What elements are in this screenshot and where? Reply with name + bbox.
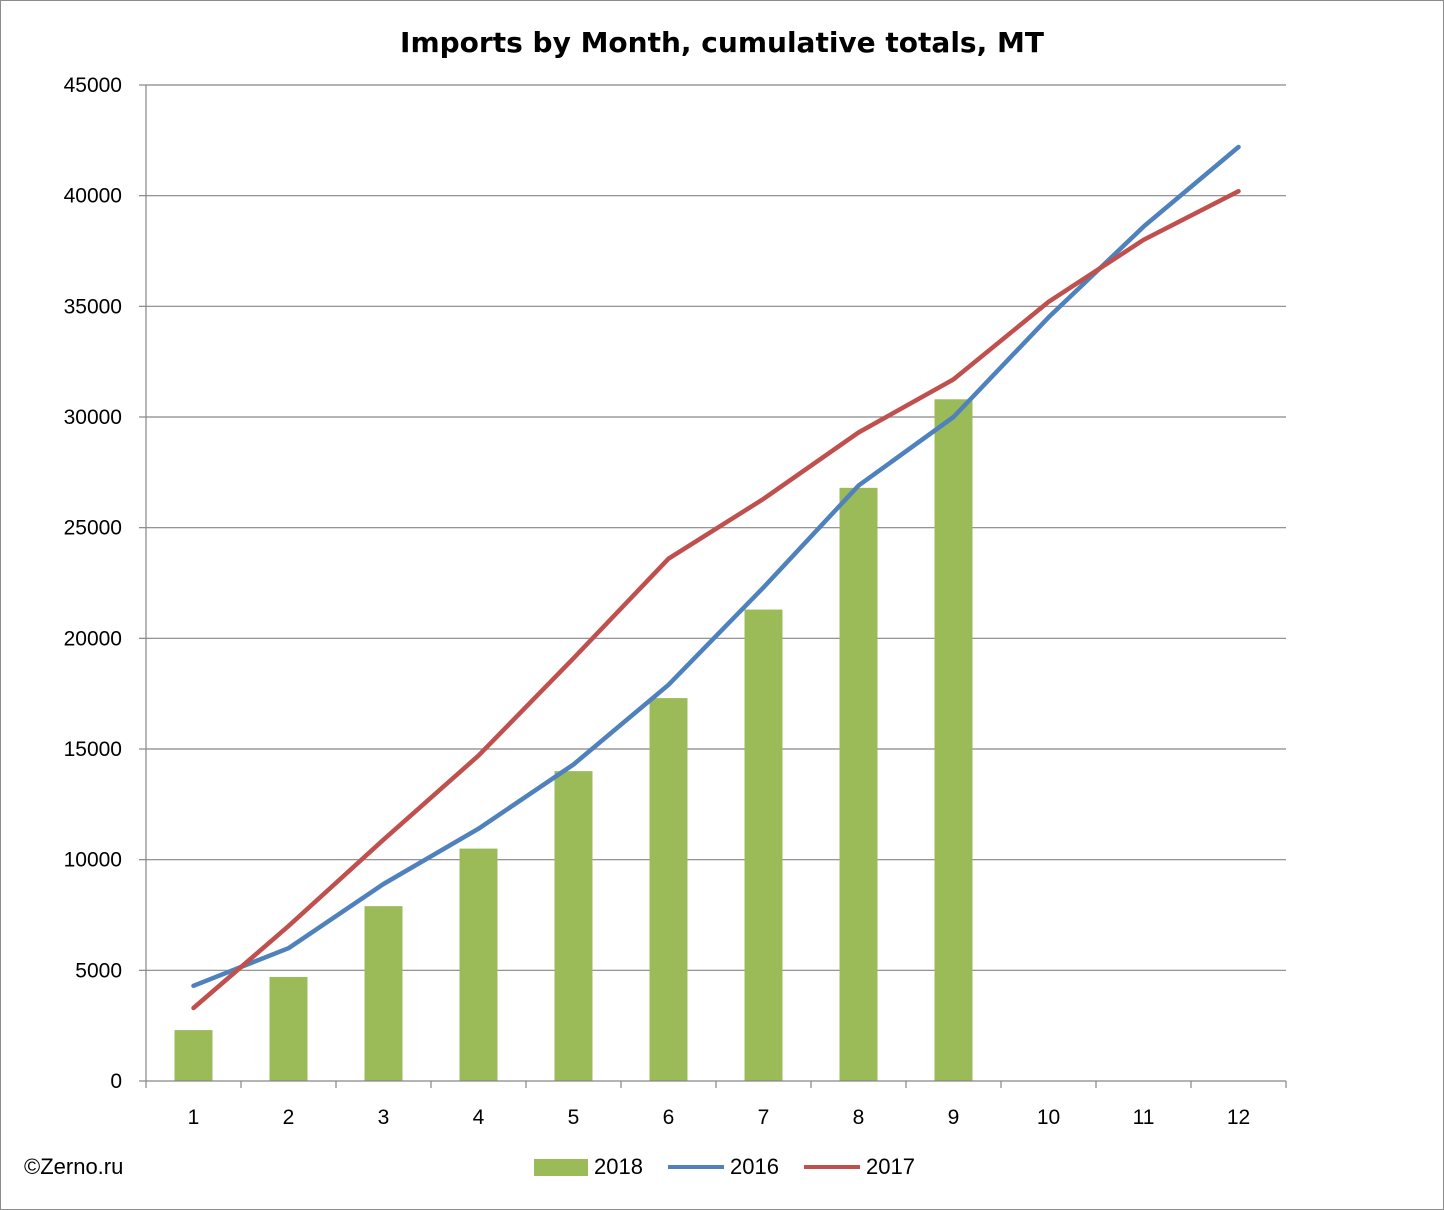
y-tick-label-5000: 5000 — [75, 959, 122, 982]
x-tick-label-9: 9 — [948, 1106, 960, 1129]
y-tick-label-15000: 15000 — [64, 738, 122, 761]
y-tick-label-0: 0 — [110, 1070, 122, 1093]
y-tick-label-20000: 20000 — [64, 627, 122, 650]
x-tick-label-4: 4 — [473, 1106, 485, 1129]
bar-2018-9 — [934, 399, 973, 1081]
axes: 0 5000 10000 15000 20000 25000 30000 35000 40000… — [64, 74, 1287, 1129]
legend-item-2018: 2018 — [534, 1154, 643, 1180]
y-tick-label-35000: 35000 — [64, 295, 122, 318]
x-tick-label-12: 12 — [1227, 1106, 1250, 1129]
series-line-2017 — [191, 188, 1241, 1011]
bar-2018-3 — [364, 906, 403, 1081]
bar-2018-4 — [459, 848, 498, 1081]
y-tick-label-45000: 45000 — [64, 74, 122, 97]
x-tick-label-5: 5 — [568, 1106, 580, 1129]
watermark-text: ©Zerno.ru — [24, 1154, 124, 1179]
x-tick-label-1: 1 — [188, 1106, 200, 1129]
y-tick-label-40000: 40000 — [64, 185, 122, 208]
legend-swatch-2018 — [534, 1158, 588, 1176]
x-tick-label-6: 6 — [663, 1106, 675, 1129]
x-tick-label-11: 11 — [1133, 1106, 1155, 1129]
x-tick-label-3: 3 — [378, 1106, 390, 1129]
bar-2018-2 — [269, 976, 308, 1081]
y-tick-label-30000: 30000 — [64, 406, 122, 429]
bar-series-2018 — [174, 399, 973, 1081]
x-tick-label-10: 10 — [1037, 1106, 1060, 1129]
bar-2018-1 — [174, 1030, 213, 1081]
y-tick-label-10000: 10000 — [64, 849, 122, 872]
legend-swatch-2017 — [804, 1165, 860, 1169]
legend-label-2018: 2018 — [594, 1154, 643, 1179]
bar-2018-7 — [744, 609, 783, 1081]
x-tick-label-7: 7 — [758, 1106, 770, 1129]
x-tick-label-8: 8 — [853, 1106, 865, 1129]
legend-item-2016: 2016 — [668, 1154, 779, 1180]
series-line-2016 — [191, 144, 1241, 989]
bar-2018-5 — [554, 771, 593, 1081]
line-series — [191, 144, 1241, 1011]
y-tick-label-25000: 25000 — [64, 517, 122, 540]
legend-item-2017: 2017 — [804, 1154, 915, 1180]
chart-title: Imports by Month, cumulative totals, MT — [400, 26, 1044, 59]
legend-label-2016: 2016 — [730, 1154, 779, 1179]
gridlines — [146, 84, 1286, 971]
legend-label-2017: 2017 — [866, 1154, 915, 1179]
x-tick-label-2: 2 — [283, 1106, 295, 1129]
bar-2018-6 — [649, 698, 688, 1081]
bar-2018-8 — [839, 487, 878, 1081]
legend-swatch-2016 — [668, 1165, 724, 1169]
